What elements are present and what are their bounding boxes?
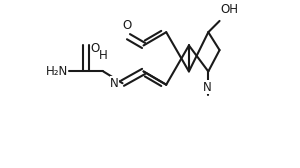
Text: O: O	[122, 19, 131, 32]
Text: H: H	[99, 49, 108, 62]
Text: N: N	[203, 81, 212, 94]
Text: H₂N: H₂N	[46, 65, 68, 78]
Text: OH: OH	[220, 3, 238, 16]
Text: N: N	[110, 77, 119, 90]
Text: O: O	[90, 42, 100, 55]
